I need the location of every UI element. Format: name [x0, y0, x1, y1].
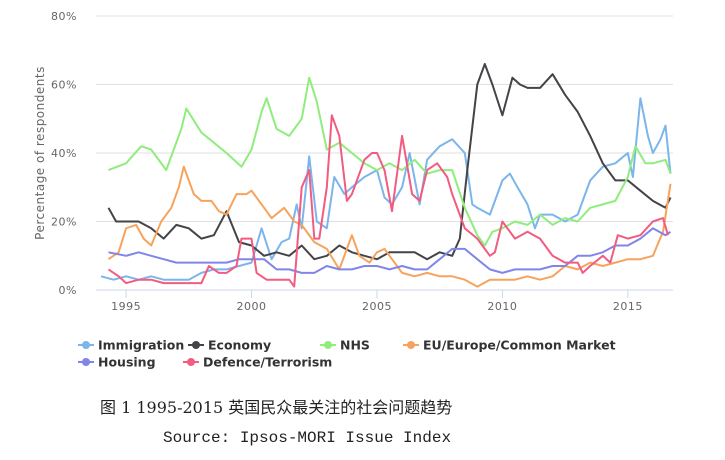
legend-marker-icon — [82, 341, 90, 349]
legend-item[interactable]: EU/Europe/Common Market — [403, 338, 616, 353]
legend-item[interactable]: NHS — [320, 338, 370, 353]
series-line-nhs — [108, 76, 672, 247]
legend-item[interactable]: Housing — [78, 355, 156, 370]
line-chart: 0% 20% 40% 60% 80% 1995 2000 2005 2010 2015 Perce… — [33, 10, 673, 370]
x-tick-label: 2000 — [237, 300, 267, 313]
y-tick-label: 60% — [51, 79, 77, 92]
series-line-housing — [108, 227, 672, 274]
series-line-immigration — [100, 97, 672, 281]
y-tick-label: 40% — [51, 147, 77, 160]
legend-item[interactable]: Economy — [188, 338, 271, 353]
y-tick-label: 80% — [51, 10, 77, 23]
legend-label: Immigration — [98, 338, 184, 353]
y-axis-label: Percentage of respondents — [33, 66, 47, 240]
y-tick-label: 0% — [59, 284, 77, 297]
legend-label: EU/Europe/Common Market — [423, 338, 616, 353]
y-tick-label: 20% — [51, 216, 77, 229]
legend-marker-icon — [324, 341, 332, 349]
legend-marker-icon — [187, 358, 195, 366]
legend-marker-icon — [192, 341, 200, 349]
x-tick-label: 2010 — [487, 300, 517, 313]
legend-label: NHS — [340, 338, 370, 353]
x-tick-label: 2005 — [362, 300, 392, 313]
series-line-eu-europe-common-market — [107, 165, 672, 288]
series-line-economy — [107, 63, 672, 261]
x-tick-label: 1995 — [111, 300, 141, 313]
legend-item[interactable]: Defence/Terrorism — [183, 355, 332, 370]
source-note: Source: Ipsos-MORI Issue Index — [163, 429, 452, 447]
legend-label: Housing — [98, 355, 156, 370]
legend-marker-icon — [407, 341, 415, 349]
series-line-defence-terrorism — [107, 114, 669, 288]
x-tick-label: 2015 — [613, 300, 643, 313]
legend-item[interactable]: Immigration — [78, 338, 184, 353]
legend-label: Defence/Terrorism — [203, 355, 332, 370]
legend-marker-icon — [82, 358, 90, 366]
figure-caption: 图 1 1995-2015 英国民众最关注的社会问题趋势 — [100, 398, 453, 417]
legend-label: Economy — [208, 338, 271, 353]
